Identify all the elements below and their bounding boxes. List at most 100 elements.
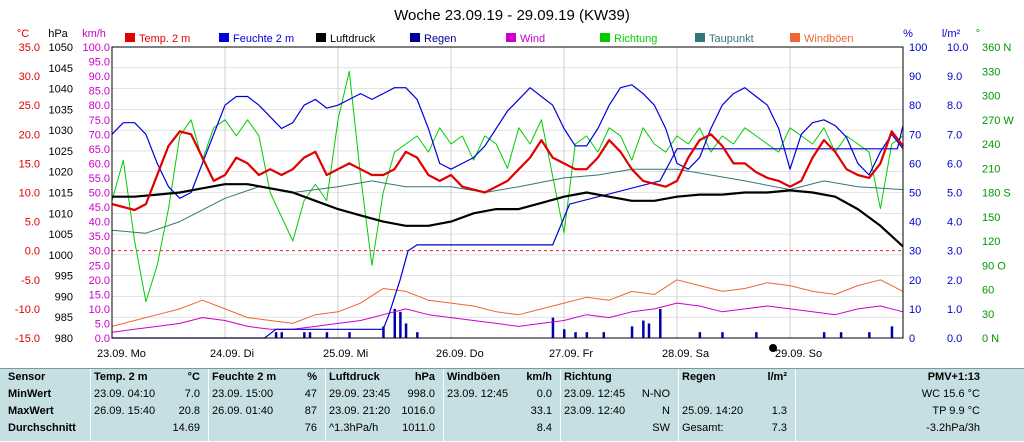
wind-tick-label: 25.0 bbox=[89, 260, 110, 272]
wind-tick-label: 80.0 bbox=[89, 100, 110, 112]
hum-avg-value: 76 bbox=[304, 422, 317, 434]
rain-bar bbox=[280, 332, 283, 338]
hum-max-value: 87 bbox=[304, 405, 317, 417]
hum-unit-label: % bbox=[903, 28, 913, 40]
hum-header: Feuchte 2 m bbox=[212, 371, 277, 383]
legend-label: Windböen bbox=[804, 33, 854, 45]
pmv-tp: TP 9.9 °C bbox=[932, 405, 980, 417]
dir-max-value: N bbox=[662, 405, 670, 417]
x-tick-label: 28.09. Sa bbox=[662, 348, 710, 360]
rain-bar bbox=[642, 320, 645, 338]
rain-bar bbox=[822, 332, 826, 338]
press-tick-label: 1045 bbox=[49, 63, 73, 75]
rain-tick-label: 2.0 bbox=[947, 275, 962, 287]
wind-tick-label: 70.0 bbox=[89, 129, 110, 141]
stats-panel: Sensor MinWert MaxWert Durchschnitt Temp… bbox=[0, 368, 1024, 442]
rain-tick-label: 1.0 bbox=[947, 304, 962, 316]
press-min-value: 998.0 bbox=[407, 388, 435, 400]
temp-tick-label: -10.0 bbox=[15, 304, 40, 316]
hum-tick-label: 60 bbox=[909, 158, 921, 170]
x-tick-label: 26.09. Do bbox=[436, 348, 484, 360]
hum-tick-label: 0 bbox=[909, 333, 915, 345]
press-tick-label: 1005 bbox=[49, 229, 73, 241]
series-line-temp-2-m bbox=[111, 130, 904, 212]
press-tick-label: 1050 bbox=[49, 42, 73, 54]
rain-bar bbox=[630, 326, 634, 338]
chart-title: Woche 23.09.19 - 29.09.19 (KW39) bbox=[394, 7, 630, 24]
rain-tick-label: 7.0 bbox=[947, 129, 962, 141]
press-unit: hPa bbox=[414, 371, 435, 383]
rain-bar bbox=[325, 332, 329, 338]
dir-tick-label: 0 N bbox=[982, 333, 999, 345]
press-tick-label: 990 bbox=[55, 291, 73, 303]
press-tick-label: 1000 bbox=[49, 250, 73, 262]
pmv-wc: WC 15.6 °C bbox=[921, 388, 980, 400]
temp-tick-label: 35.0 bbox=[19, 42, 40, 54]
temp-tick-label: 10.0 bbox=[19, 188, 40, 200]
rain-tick-label: 6.0 bbox=[947, 158, 962, 170]
x-tick-label: 24.09. Di bbox=[210, 348, 254, 360]
hum-tick-label: 80 bbox=[909, 100, 921, 112]
gust-unit: km/h bbox=[526, 371, 552, 383]
legend-swatch bbox=[695, 33, 705, 42]
axis-ticks: 35.0 30.0 25.0 20.0 15.0 10.0 5.0 0.0 -5.0 -10.0 -… bbox=[15, 42, 1014, 345]
press-tick-label: 1010 bbox=[49, 208, 73, 220]
gust-max-value: 33.1 bbox=[530, 405, 552, 417]
dir-tick-label: 270 W bbox=[982, 115, 1014, 127]
rain-bar bbox=[308, 332, 312, 338]
temp-avg-value: 14.69 bbox=[172, 422, 200, 434]
gust-avg-value: 8.4 bbox=[536, 422, 552, 434]
rain-tick-label: 8.0 bbox=[947, 100, 962, 112]
series-lines bbox=[111, 70, 904, 339]
dir-tick-label: 360 N bbox=[982, 42, 1011, 54]
legend: Temp. 2 m Feuchte 2 m Luftdruck Regen Wind Ri… bbox=[125, 33, 854, 45]
hum-tick-label: 100 bbox=[909, 42, 927, 54]
series-line-richtung bbox=[111, 70, 904, 303]
series-line-windb-en bbox=[111, 279, 904, 327]
hum-tick-label: 40 bbox=[909, 217, 921, 229]
rain-bar bbox=[551, 317, 555, 338]
rain-header: Regen bbox=[682, 371, 716, 383]
legend-label: Taupunkt bbox=[709, 33, 754, 45]
sun-marker-icon bbox=[769, 344, 777, 352]
legend-swatch bbox=[410, 33, 420, 42]
rain-bar bbox=[890, 326, 894, 338]
rain-bars bbox=[274, 308, 894, 338]
rain-bar bbox=[303, 332, 306, 338]
dir-tick-label: 210 bbox=[982, 163, 1000, 175]
rain-bar bbox=[382, 326, 385, 338]
legend-swatch bbox=[600, 33, 610, 42]
series-line-regen-cumulative bbox=[112, 125, 904, 339]
series-line-feuchte-2-m bbox=[111, 84, 904, 199]
wind-tick-label: 15.0 bbox=[89, 289, 110, 301]
dir-tick-label: 90 O bbox=[982, 260, 1006, 272]
wind-tick-label: 40.0 bbox=[89, 217, 110, 229]
temp-tick-label: -5.0 bbox=[21, 275, 40, 287]
gust-column: Windböen km/h 23.09. 12:45 0.0 33.1 8.4 bbox=[447, 369, 556, 442]
press-tick-label: 995 bbox=[55, 271, 73, 283]
temp-tick-label: 30.0 bbox=[19, 71, 40, 83]
dir-min-value: N-NO bbox=[641, 388, 670, 400]
wind-tick-label: 5.0 bbox=[95, 318, 110, 330]
temp-min-value: 7.0 bbox=[184, 388, 200, 400]
dir-tick-label: 240 bbox=[982, 139, 1000, 151]
hum-tick-label: 20 bbox=[909, 275, 921, 287]
dir-unit-label: ° bbox=[976, 28, 980, 40]
press-tick-label: 1030 bbox=[49, 125, 73, 137]
rain-bar bbox=[404, 323, 408, 338]
legend-swatch bbox=[506, 33, 516, 42]
temp-min-time: 23.09. 04:10 bbox=[94, 388, 156, 400]
wind-tick-label: 10.0 bbox=[89, 304, 110, 316]
rain-tick-label: 9.0 bbox=[947, 71, 962, 83]
dir-min-time: 23.09. 12:45 bbox=[447, 388, 509, 400]
press-max-time: 23.09. 21:20 bbox=[329, 405, 391, 417]
press-header: Luftdruck bbox=[329, 371, 380, 383]
wind-tick-label: 0.0 bbox=[95, 333, 110, 345]
rain-bar bbox=[602, 332, 606, 338]
wind-tick-label: 85.0 bbox=[89, 86, 110, 98]
rain-tick-label: 4.0 bbox=[947, 217, 962, 229]
temp-tick-label: 5.0 bbox=[25, 217, 40, 229]
rain-bar bbox=[721, 332, 724, 338]
pmv-header: PMV+1:13 bbox=[927, 371, 980, 383]
dir-tick-label: 120 bbox=[982, 236, 1000, 248]
